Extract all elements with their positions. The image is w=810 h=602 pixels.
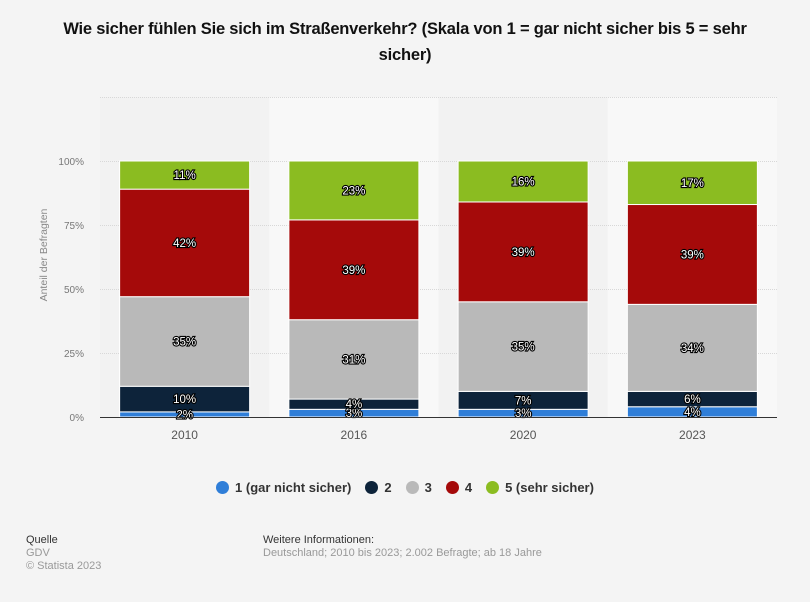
bar-segment	[288, 319, 420, 400]
data-label: 34%	[681, 343, 704, 355]
data-label: 17%	[681, 178, 704, 190]
legend-item-4[interactable]: 4	[445, 480, 473, 495]
data-label: 4%	[684, 407, 701, 419]
bar-segment	[119, 296, 251, 387]
stacked-bar-chart: 0% 25% 50% 75% 100% 2% 10% 35% 42% 11% 3% 4% 31% 39%…	[38, 97, 777, 442]
bar-segment	[457, 201, 589, 303]
legend-item-2[interactable]: 2	[365, 480, 392, 495]
data-label: 3%	[515, 408, 532, 420]
data-label: 39%	[512, 247, 535, 259]
copyright: © Statista 2023	[26, 560, 102, 572]
legend-dot-icon	[445, 481, 459, 494]
info-text: Deutschland; 2010 bis 2023; 2.002 Befrag…	[263, 547, 542, 559]
data-label: 35%	[512, 342, 535, 354]
x-tick-label: 2023	[679, 428, 706, 442]
legend-item-1[interactable]: 1 (gar nicht sicher)	[216, 480, 351, 495]
bar-segment	[119, 160, 251, 190]
x-tick-label: 2016	[341, 428, 368, 442]
data-label: 42%	[173, 238, 196, 250]
bar-segment	[457, 301, 589, 392]
chart-title: Wie sicher fühlen Sie sich im Straßenver…	[63, 20, 747, 64]
data-label: 2%	[176, 409, 193, 421]
y-axis-label: Anteil der Befragten	[38, 208, 50, 301]
bar-segment	[119, 385, 251, 413]
legend-item-5[interactable]: 5 (sehr sicher)	[486, 480, 594, 495]
data-label: 35%	[173, 336, 196, 348]
data-label: 16%	[512, 176, 535, 188]
data-label: 4%	[346, 399, 363, 411]
y-tick-label: 50%	[64, 285, 84, 296]
data-label: 31%	[342, 354, 365, 366]
bar-segment	[288, 219, 420, 321]
bar-segment	[119, 188, 251, 298]
y-tick-label: 25%	[64, 349, 84, 360]
y-tick-label: 0%	[70, 413, 85, 424]
data-label: 11%	[174, 170, 196, 182]
bar-segment	[626, 204, 758, 305]
legend-item-3[interactable]: 3	[405, 480, 432, 495]
y-tick-label: 75%	[64, 221, 84, 232]
legend-label: 5 (sehr sicher)	[505, 480, 594, 495]
data-label: 10%	[173, 394, 196, 406]
legend-label: 2	[384, 480, 392, 495]
x-tick-label: 2010	[171, 428, 198, 442]
legend-dot-icon	[365, 481, 379, 494]
x-tick-label: 2020	[510, 428, 537, 442]
footer-source: Quelle GDV © Statista 2023	[26, 534, 101, 573]
footer-info: Weitere Informationen: Deutschland; 2010…	[263, 534, 542, 560]
y-tick-label: 100%	[58, 157, 84, 168]
legend-label: 1 (gar nicht sicher)	[235, 480, 352, 495]
data-label: 39%	[681, 249, 704, 261]
bar-segment	[626, 160, 758, 206]
data-label: 23%	[342, 185, 365, 197]
bar-segment	[288, 160, 420, 221]
legend-label: 4	[464, 480, 473, 495]
source-heading: Quelle	[26, 534, 58, 546]
info-heading: Weitere Informationen:	[263, 534, 375, 546]
legend: 1 (gar nicht sicher) 2 3 4 5 (sehr siche…	[0, 480, 810, 495]
source-name: GDV	[26, 547, 50, 559]
bar-segment	[626, 303, 758, 392]
data-label: 6%	[684, 394, 701, 406]
legend-label: 3	[424, 480, 432, 495]
bar-segment	[457, 160, 589, 203]
data-label: 7%	[515, 395, 532, 407]
legend-dot-icon	[216, 481, 230, 494]
legend-dot-icon	[486, 481, 500, 494]
legend-dot-icon	[405, 481, 419, 494]
data-label: 39%	[342, 265, 365, 277]
